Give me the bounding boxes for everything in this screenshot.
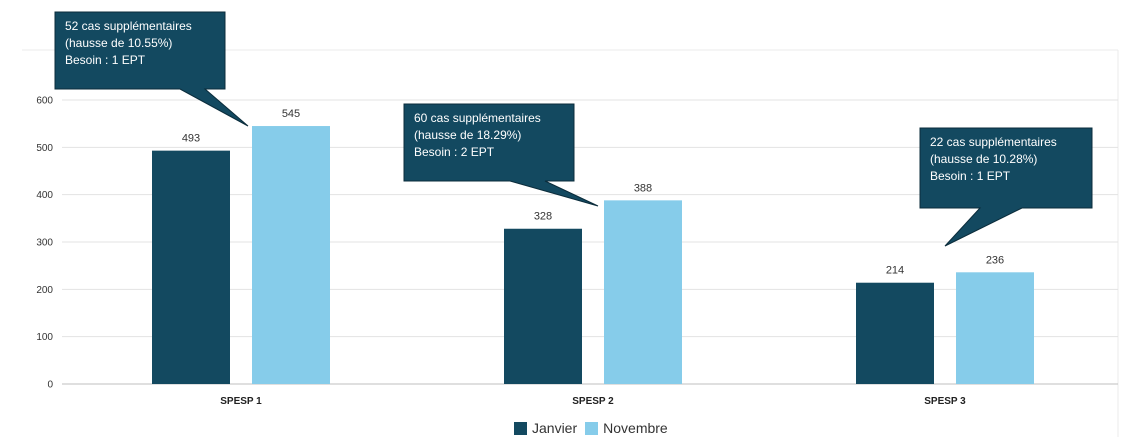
callout-bubble (403, 103, 599, 207)
callout-text-line: (hausse de 18.29%) (414, 128, 521, 142)
bar-novembre-1 (252, 126, 330, 385)
data-label: 545 (282, 108, 300, 120)
y-tick-label: 600 (36, 96, 53, 107)
callout-text-line: 22 cas supplémentaires (930, 135, 1057, 149)
legend-item-janvier: Janvier (514, 420, 577, 436)
bar-novembre-2 (604, 200, 682, 384)
bar-janvier-2 (504, 228, 582, 384)
data-label: 236 (986, 254, 1004, 266)
callout-text-line: Besoin : 2 EPT (414, 145, 495, 159)
y-tick-label: 400 (36, 190, 53, 201)
y-tick-label: 300 (36, 238, 53, 249)
legend-label-janvier: Janvier (532, 420, 578, 436)
gridlines (22, 49, 1119, 437)
data-label: 388 (634, 182, 652, 194)
callout-text-line: 52 cas supplémentaires (65, 19, 192, 33)
bar-novembre-3 (956, 272, 1034, 384)
y-tick-label: 0 (47, 380, 53, 391)
callout-text-line: 60 cas supplémentaires (414, 111, 541, 125)
callout-bubble (919, 127, 1093, 247)
y-tick-label: 500 (36, 143, 53, 154)
x-axis: SPESP 1 SPESP 2 SPESP 3 (220, 396, 966, 407)
legend-swatch-novembre (585, 421, 599, 435)
legend-label-novembre: Novembre (603, 420, 668, 436)
bar-janvier-1 (152, 150, 230, 384)
callouts: 52 cas supplémentaires (hausse de 10.55%)… (54, 11, 1093, 247)
x-tick-label: SPESP 3 (924, 396, 966, 407)
legend-item-novembre: Novembre (585, 420, 668, 436)
y-tick-label: 200 (36, 285, 53, 296)
legend-swatch-janvier (514, 421, 527, 435)
bars: 493 545 328 388 214 236 (152, 108, 1034, 385)
callout-text-line: Besoin : 1 EPT (930, 169, 1011, 183)
data-label: 214 (886, 265, 904, 277)
callout-text-line: (hausse de 10.55%) (65, 36, 172, 50)
legend: Janvier Novembre (514, 420, 676, 436)
callout-text-line: Besoin : 1 EPT (65, 53, 146, 67)
y-tick-label: 100 (36, 332, 53, 343)
callout-bubble (54, 11, 249, 127)
callout-text-line: (hausse de 10.28%) (930, 152, 1037, 166)
data-label: 493 (182, 133, 200, 145)
x-tick-label: SPESP 1 (220, 396, 262, 407)
bar-janvier-3 (856, 282, 934, 384)
y-axis: 0 100 200 300 400 500 600 (36, 96, 53, 391)
x-tick-label: SPESP 2 (572, 396, 614, 407)
data-label: 328 (534, 211, 552, 223)
